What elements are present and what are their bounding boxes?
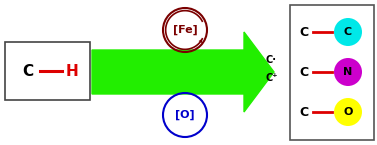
Text: C: C bbox=[23, 64, 34, 78]
Circle shape bbox=[334, 18, 362, 46]
Circle shape bbox=[334, 58, 362, 86]
FancyBboxPatch shape bbox=[290, 5, 374, 140]
Text: O: O bbox=[343, 107, 353, 117]
FancyBboxPatch shape bbox=[5, 42, 90, 100]
Text: H: H bbox=[66, 64, 78, 78]
Text: C: C bbox=[299, 106, 308, 118]
Text: N: N bbox=[343, 67, 352, 77]
Text: C: C bbox=[299, 66, 308, 78]
Text: C·: C· bbox=[266, 55, 277, 65]
Text: C: C bbox=[344, 27, 352, 37]
Text: C⁺: C⁺ bbox=[266, 73, 279, 83]
Polygon shape bbox=[92, 32, 274, 112]
Text: [O]: [O] bbox=[175, 110, 195, 120]
Text: [Fe]: [Fe] bbox=[173, 25, 198, 35]
Text: C: C bbox=[299, 26, 308, 39]
Circle shape bbox=[334, 98, 362, 126]
